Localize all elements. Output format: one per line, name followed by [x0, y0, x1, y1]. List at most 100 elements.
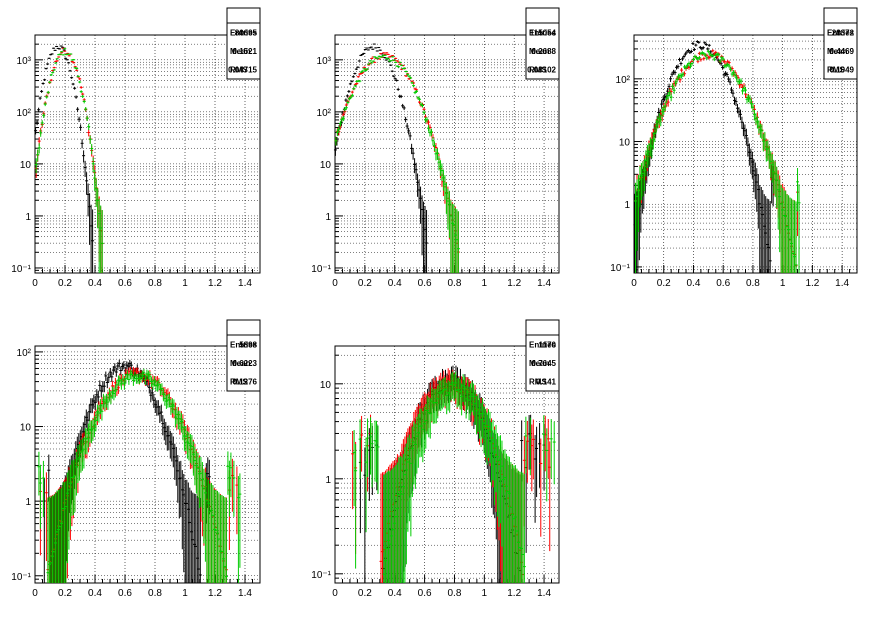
- stats-label: RMS: [827, 66, 845, 75]
- series-reference: [333, 43, 429, 273]
- y-tick-label: 10⁻¹: [610, 263, 630, 274]
- x-tick-label: 1.4: [835, 278, 849, 289]
- x-tick-label: 0.4: [388, 588, 402, 599]
- stats-value: 0.1276: [233, 378, 258, 387]
- x-tick-label: 0.2: [358, 588, 372, 599]
- stats-label: Mean: [529, 359, 550, 368]
- series-series_green: [633, 49, 801, 273]
- chart-panel-3: 0 0.2 0.4 0.6 0.8 1 1.2 1.4 10⁻¹ 1 10 10² Entries283…: [610, 7, 858, 289]
- x-tick-label: 0: [332, 278, 338, 289]
- x-tick-label: 0.4: [88, 278, 102, 289]
- stats-label: RMS: [529, 66, 547, 75]
- y-tick-label: 1: [25, 212, 31, 223]
- stats-label: Mean: [230, 359, 251, 368]
- y-tick-label: 10⁻¹: [311, 570, 331, 581]
- x-tick-label: 0: [32, 278, 38, 289]
- x-tick-label: 1.4: [238, 588, 252, 599]
- x-tick-label: 0.4: [388, 278, 402, 289]
- x-tick-label: 1.2: [208, 278, 222, 289]
- x-tick-label: 1: [482, 278, 488, 289]
- stats-box: [823, 7, 858, 80]
- x-tick-label: 0.4: [687, 278, 701, 289]
- x-tick-label: 0.6: [118, 588, 132, 599]
- x-tick-label: 1.2: [507, 588, 521, 599]
- chart-panel-1: 0 0.2 0.4 0.6 0.8 1 1.2 1.4 10⁻¹ 1 10 10² 10³ Entries…: [11, 7, 261, 289]
- y-tick-label: 1: [325, 212, 331, 223]
- stats-value: 0.1049: [830, 66, 855, 75]
- stats-label: Mean: [529, 47, 550, 56]
- x-tick-label: 0.8: [148, 588, 162, 599]
- x-tick-label: 1: [182, 588, 188, 599]
- y-tick-label: 10: [20, 423, 32, 434]
- y-tick-label: 10: [320, 160, 332, 171]
- x-tick-label: 1.4: [537, 588, 551, 599]
- x-tick-label: 0: [631, 278, 637, 289]
- y-tick-label: 10⁻¹: [311, 264, 331, 275]
- stats-label: Mean: [230, 47, 251, 56]
- y-tick-label: 10³: [317, 56, 332, 67]
- x-tick-label: 0: [332, 588, 338, 599]
- stats-label: Entries: [529, 340, 557, 349]
- x-tick-label: 0.8: [448, 588, 462, 599]
- x-tick-label: 0.4: [88, 588, 102, 599]
- x-tick-label: 0.8: [148, 278, 162, 289]
- y-tick-label: 10⁻¹: [11, 572, 31, 583]
- x-tick-label: 1: [182, 278, 188, 289]
- x-tick-label: 1: [780, 278, 786, 289]
- stats-label: Entries: [827, 28, 855, 37]
- y-tick-label: 10²: [17, 108, 32, 119]
- stats-label: Entries: [529, 28, 557, 37]
- series-series_green: [352, 371, 556, 583]
- stats-value: 5898: [239, 340, 257, 349]
- stats-value: 0.6223: [233, 359, 258, 368]
- series-reference: [633, 40, 775, 273]
- y-tick-label: 1: [624, 200, 630, 211]
- x-tick-label: 1.4: [238, 278, 252, 289]
- stats-label: Entries: [230, 340, 258, 349]
- stats-label: RMS: [230, 66, 248, 75]
- x-tick-label: 0: [32, 588, 38, 599]
- chart-panel-4: 0 0.2 0.4 0.6 0.8 1 1.2 1.4 10⁻¹ 1 10 10² Entries589…: [11, 319, 261, 599]
- x-tick-label: 0.6: [716, 278, 730, 289]
- series-series_green: [34, 48, 104, 273]
- stats-box: [525, 7, 560, 80]
- plot-frame: [334, 34, 560, 274]
- y-tick-label: 10: [619, 138, 631, 149]
- x-tick-label: 0.2: [58, 278, 72, 289]
- stats-value: 28372: [832, 28, 855, 37]
- y-tick-label: 10²: [616, 75, 631, 86]
- stats-value: 0.04715: [228, 66, 257, 75]
- x-tick-label: 0.8: [448, 278, 462, 289]
- x-tick-label: 0.6: [118, 278, 132, 289]
- x-tick-label: 1: [482, 588, 488, 599]
- stats-value: 0.2688: [532, 47, 557, 56]
- stats-box: [525, 319, 560, 392]
- y-tick-label: 10: [20, 160, 32, 171]
- chart-panel-2: 0 0.2 0.4 0.6 0.8 1 1.2 1.4 10⁻¹ 1 10 10² 10³ Entries…: [311, 7, 560, 289]
- x-tick-label: 0.6: [418, 588, 432, 599]
- stats-box: [226, 7, 261, 80]
- stats-value: 0.4469: [830, 47, 855, 56]
- series-reference: [34, 45, 95, 273]
- series-series_green: [334, 54, 460, 273]
- x-tick-label: 1.2: [507, 278, 521, 289]
- x-tick-label: 1.4: [537, 278, 551, 289]
- stats-value: 0.08102: [527, 66, 556, 75]
- stats-label: Entries: [230, 28, 258, 37]
- stats-value: 0.141: [536, 378, 557, 387]
- x-tick-label: 0.6: [418, 278, 432, 289]
- x-tick-label: 1.2: [208, 588, 222, 599]
- y-tick-label: 1: [325, 475, 331, 486]
- x-tick-label: 0.2: [58, 588, 72, 599]
- x-tick-label: 0.2: [657, 278, 671, 289]
- stats-value: 0.1521: [233, 47, 258, 56]
- y-tick-label: 10²: [17, 348, 32, 359]
- x-tick-label: 0.8: [746, 278, 760, 289]
- x-tick-label: 0.2: [358, 278, 372, 289]
- y-tick-label: 10²: [317, 108, 332, 119]
- stats-label: RMS: [230, 378, 248, 387]
- y-tick-label: 10: [320, 380, 332, 391]
- y-tick-label: 10³: [17, 56, 32, 67]
- stats-label: Mean: [827, 47, 848, 56]
